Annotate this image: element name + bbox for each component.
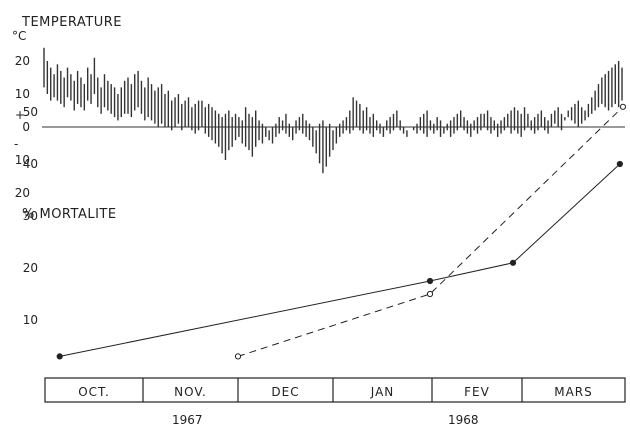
month-label: MARS [554,385,593,399]
mortality-line [59,163,621,357]
mortality-point [509,259,517,266]
temperature-tick: 0 [22,120,30,134]
mortality-point [234,353,242,360]
mortality-tick: 10 [23,313,38,327]
month-axis [44,377,626,403]
mortality-series [56,103,627,360]
mortality-point [426,290,434,298]
mortality-tick: 20 [23,261,38,275]
month-label: NOV. [174,385,207,399]
temperature-title: TEMPERATURE [21,15,122,30]
mortality-point [56,353,63,360]
mortality-line [237,106,624,357]
mortality-point [616,160,623,168]
temperature-bars [43,47,623,174]
temperature-tick: 10 [15,153,30,167]
temperature-tick-labels: 20 10 0 10 20 [15,54,30,200]
month-label: DEC [271,385,299,399]
mortality-tick-labels: 10 20 30 40 50 [23,105,38,327]
year-label-1967: 1967 [172,413,203,427]
mortality-tick: 40 [23,157,38,171]
mortality-point [619,103,627,110]
month-label: FEV [464,385,490,399]
temperature-unit: °C [12,29,26,43]
temperature-tick: 10 [15,87,30,101]
month-cells: OCT. NOV. DEC JAN FEV MARS [78,378,593,402]
temperature-tick: 20 [15,186,30,200]
mortality-title: % MORTALITE [22,207,117,222]
mortality-tick: 30 [23,209,38,223]
temperature-tick: 20 [15,54,30,68]
plus-marker: + [15,108,25,122]
month-label: OCT. [78,385,110,399]
month-label: JAN [370,385,395,399]
mortality-point [426,277,434,285]
mortality-tick: 50 [23,105,38,119]
minus-marker: - [14,137,18,151]
year-label-1968: 1968 [448,413,479,427]
